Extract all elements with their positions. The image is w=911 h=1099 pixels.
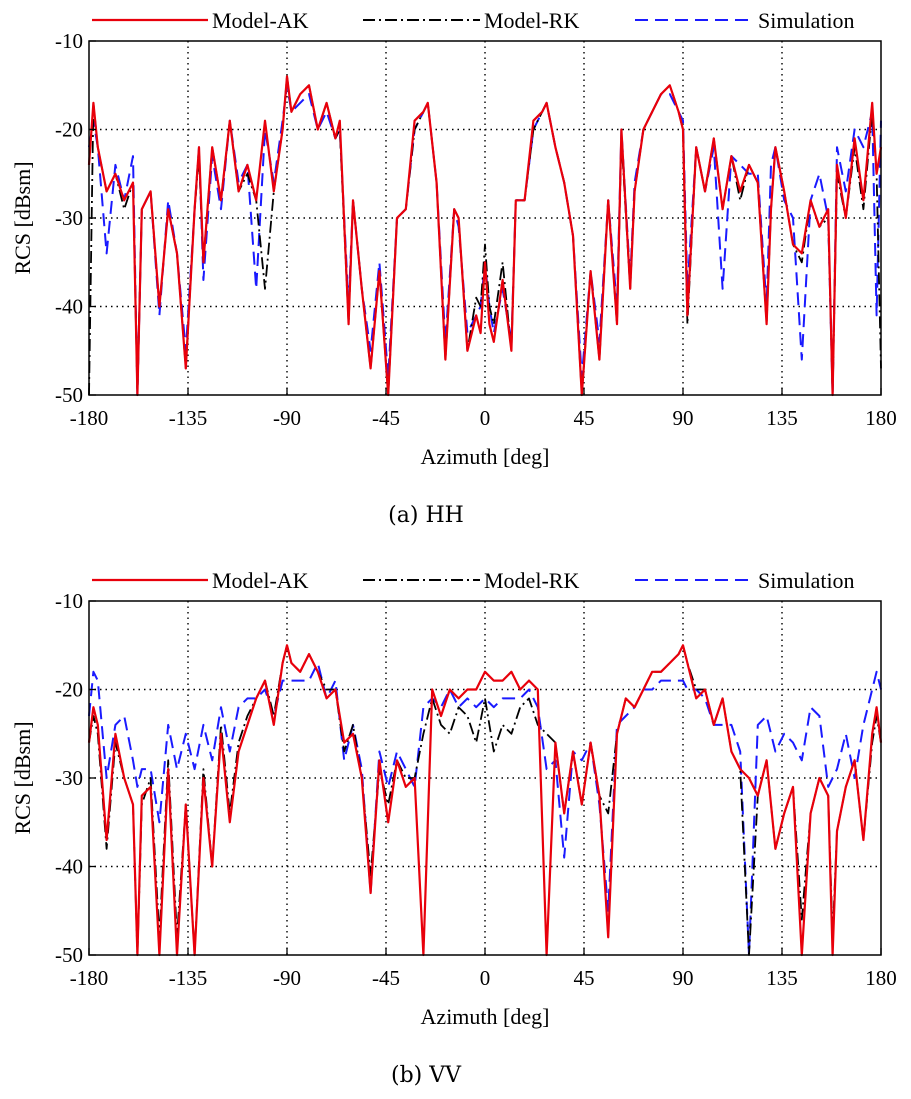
- series-line-model-ak: [87, 75, 883, 397]
- x-tick-label: 0: [480, 406, 491, 430]
- y-tick-label: -50: [55, 383, 83, 407]
- x-tick-label: 135: [766, 966, 798, 990]
- chart-vv: Model-AK Model-RK Simulation -180 -135 -90…: [10, 568, 897, 1088]
- y-tick-label: -40: [55, 295, 83, 319]
- y-tick-label: -40: [55, 855, 83, 879]
- x-tick-label: -45: [372, 406, 400, 430]
- x-axis-title: Azimuth [deg]: [421, 1004, 550, 1029]
- tick-labels: -180 -135 -90 -45 0 45 90 135 180 -10 -20 -30 -40 -50: [55, 589, 897, 990]
- x-tick-label: -135: [169, 966, 208, 990]
- legend-label-model-ak: Model-AK: [212, 8, 309, 33]
- y-tick-label: -10: [55, 589, 83, 613]
- grid: [89, 41, 881, 395]
- chart-hh: Model-AK Model-RK Simulation -180 -135 -90…: [10, 8, 897, 528]
- y-tick-label: -30: [55, 766, 83, 790]
- legend-label-model-ak: Model-AK: [212, 568, 309, 593]
- y-tick-label: -20: [55, 678, 83, 702]
- y-tick-label: -30: [55, 206, 83, 230]
- series-line-simulation: [88, 662, 882, 956]
- legend: Model-AK Model-RK Simulation: [92, 8, 855, 33]
- x-tick-label: -180: [70, 406, 109, 430]
- x-axis-title: Azimuth [deg]: [421, 444, 550, 469]
- x-tick-label: -180: [70, 966, 109, 990]
- legend-label-model-rk: Model-RK: [484, 568, 579, 593]
- y-tick-label: -20: [55, 118, 83, 142]
- x-tick-label: 45: [574, 966, 595, 990]
- x-tick-label: -45: [372, 966, 400, 990]
- legend: Model-AK Model-RK Simulation: [92, 568, 855, 593]
- series-lines: [87, 644, 883, 957]
- x-tick-label: -90: [273, 966, 301, 990]
- x-tick-label: -135: [169, 406, 208, 430]
- x-tick-label: 180: [865, 406, 897, 430]
- legend-label-model-rk: Model-RK: [484, 8, 579, 33]
- x-tick-label: 90: [673, 406, 694, 430]
- y-tick-label: -10: [55, 29, 83, 53]
- y-tick-label: -50: [55, 943, 83, 967]
- tick-labels: -180 -135 -90 -45 0 45 90 135 180 -10 -20 -30 -40 -50: [55, 29, 897, 430]
- series-lines: [87, 75, 883, 397]
- y-axis-title: RCS [dBsm]: [10, 721, 35, 834]
- legend-label-simulation: Simulation: [758, 8, 855, 33]
- y-axis-title: RCS [dBsm]: [10, 161, 35, 274]
- x-tick-label: 180: [865, 966, 897, 990]
- chart-caption: (a) HH: [388, 503, 464, 528]
- x-tick-label: 0: [480, 966, 491, 990]
- chart-caption: (b) VV: [391, 1063, 462, 1088]
- x-tick-label: -90: [273, 406, 301, 430]
- series-line-model-ak: [87, 644, 883, 957]
- x-tick-label: 45: [574, 406, 595, 430]
- x-tick-label: 135: [766, 406, 798, 430]
- x-tick-label: 90: [673, 966, 694, 990]
- legend-label-simulation: Simulation: [758, 568, 855, 593]
